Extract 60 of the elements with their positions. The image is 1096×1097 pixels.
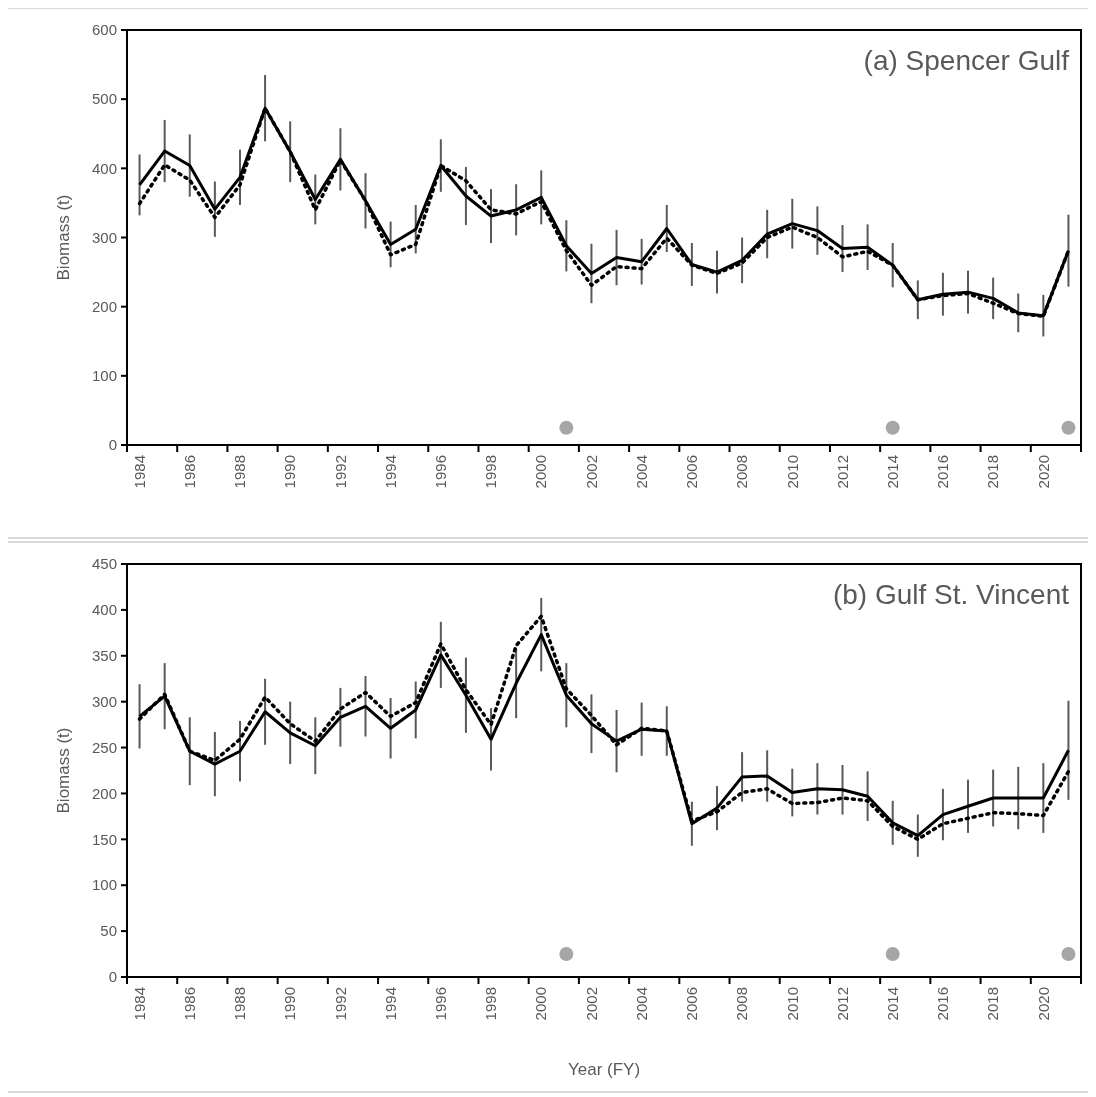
x-tick-label: 1984 — [130, 455, 148, 489]
x-tick-label: 2008 — [733, 455, 751, 489]
y-axis-title: Biomass (t) — [54, 194, 73, 281]
y-tick-label: 500 — [91, 90, 117, 108]
x-tick-label: 2016 — [934, 987, 952, 1021]
x-tick-label: 1992 — [331, 987, 349, 1021]
y-tick-label: 300 — [91, 228, 117, 246]
x-tick-label: 2014 — [883, 455, 901, 489]
x-tick-label: 2010 — [783, 987, 801, 1021]
x-tick-label: 2000 — [532, 455, 550, 489]
x-tick-label: 1992 — [331, 455, 349, 489]
text: (a) Spencer Gulf — [863, 45, 1070, 76]
x-tick-label: 2002 — [582, 455, 600, 489]
x-tick-label: 2010 — [783, 455, 801, 489]
x-tick-label: 1996 — [432, 987, 450, 1021]
x-tick-label: 2020 — [1034, 455, 1052, 489]
x-tick-label: 1988 — [231, 455, 249, 489]
y-tick-label: 200 — [91, 784, 117, 802]
x-tick-label: 2006 — [683, 987, 701, 1021]
x-tick-label: 2014 — [883, 987, 901, 1021]
x-tick-label: 1994 — [381, 455, 399, 489]
x-tick-label: 1998 — [482, 455, 500, 489]
y-tick-label: 450 — [91, 555, 117, 573]
y-tick-label: 0 — [108, 436, 117, 454]
x-tick-label: 2008 — [733, 987, 751, 1021]
x-tick-label: 1998 — [482, 987, 500, 1021]
y-axis-title: Biomass (t) — [54, 727, 73, 814]
x-tick-label: 1984 — [130, 987, 148, 1021]
x-tick-label: 1994 — [381, 987, 399, 1021]
x-tick-label: 2018 — [984, 987, 1002, 1021]
y-tick-label: 200 — [91, 297, 117, 315]
x-tick-label: 2016 — [934, 455, 952, 489]
y-tick-label: 350 — [91, 647, 117, 665]
x-tick-label: 1990 — [281, 455, 299, 489]
x-tick-label: 1996 — [432, 455, 450, 489]
x-tick-label: 2004 — [632, 455, 650, 489]
y-tick-label: 600 — [91, 21, 117, 39]
y-tick-label: 300 — [91, 692, 117, 710]
x-axis-title: Year (FY) — [567, 1060, 641, 1079]
x-tick-label: 2002 — [582, 987, 600, 1021]
y-tick-label: 50 — [100, 922, 117, 940]
x-tick-label: 2020 — [1034, 987, 1052, 1021]
x-tick-label: 2006 — [683, 455, 701, 489]
y-tick-label: 100 — [91, 367, 117, 385]
y-tick-label: 100 — [91, 876, 117, 894]
x-tick-label: 1986 — [181, 455, 199, 489]
y-tick-label: 400 — [91, 159, 117, 177]
text: (b) Gulf St. Vincent — [832, 579, 1070, 610]
x-tick-label: 2000 — [532, 987, 550, 1021]
y-tick-label: 150 — [91, 830, 117, 848]
x-tick-label: 1988 — [231, 987, 249, 1021]
x-tick-label: 2012 — [833, 455, 851, 489]
y-tick-label: 0 — [108, 968, 117, 986]
x-tick-label: 2004 — [632, 987, 650, 1021]
x-tick-label: 1986 — [181, 987, 199, 1021]
x-tick-label: 1990 — [281, 987, 299, 1021]
x-tick-label: 2012 — [833, 987, 851, 1021]
x-tick-label: 2018 — [984, 455, 1002, 489]
y-tick-label: 250 — [91, 738, 117, 756]
y-tick-label: 400 — [91, 601, 117, 619]
